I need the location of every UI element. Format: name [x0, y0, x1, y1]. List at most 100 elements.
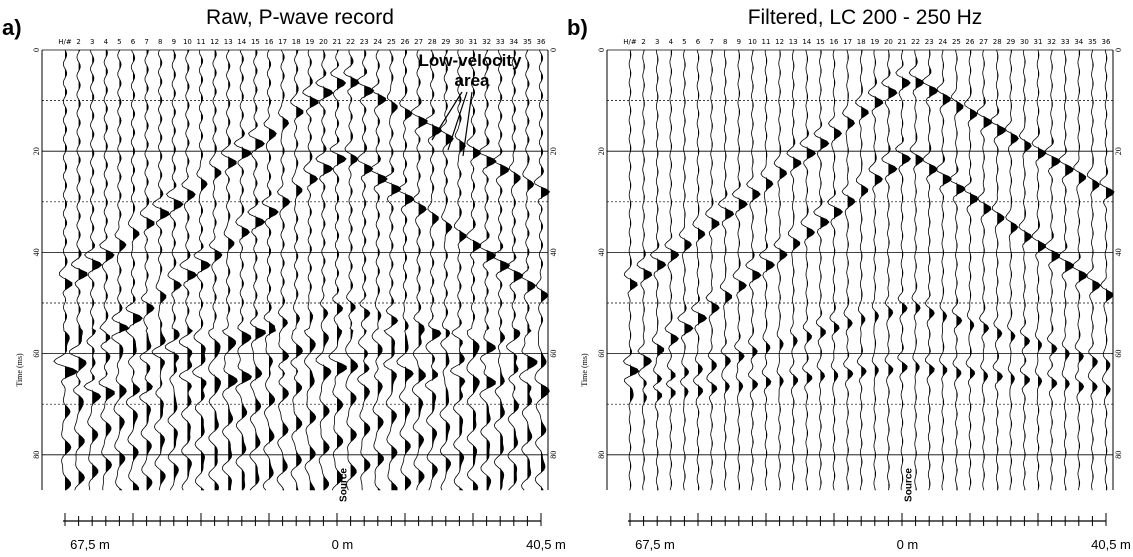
trace-label: 13: [224, 38, 233, 46]
trace: [799, 49, 816, 491]
trace-label: 32: [482, 38, 491, 46]
trace-label: 33: [496, 38, 505, 46]
trace-label: 30: [1020, 38, 1029, 46]
trace: [68, 49, 88, 491]
trace: [922, 49, 939, 491]
trace-label: 9: [737, 38, 741, 46]
trace: [826, 49, 844, 491]
distance-label: 40,5 m: [526, 537, 566, 552]
time-tick-label: 20: [597, 147, 606, 155]
trace: [98, 49, 115, 491]
distance-label: 0 m: [332, 537, 354, 552]
trace: [466, 49, 482, 491]
trace: [164, 49, 184, 491]
trace: [424, 49, 443, 491]
trace: [192, 49, 211, 491]
trace-label: 34: [509, 38, 518, 46]
time-tick-label: 80: [549, 451, 558, 459]
trace-fill: [160, 50, 170, 491]
time-tick-label: 20: [549, 147, 558, 155]
distance-label: 67,5 m: [70, 537, 110, 552]
trace-label: 20: [319, 38, 328, 46]
panel-title: Filtered, LC 200 - 250 Hz: [748, 6, 983, 29]
time-tick-label: 0: [32, 48, 41, 52]
trace-fill: [670, 50, 679, 491]
time-axis-label: Time (ms): [15, 353, 24, 387]
time-tick-label: 60: [1114, 350, 1123, 358]
trace-label: 35: [1088, 38, 1097, 46]
trace-label: 20: [884, 38, 893, 46]
trace: [895, 49, 912, 491]
trace-fill: [738, 50, 748, 491]
trace: [1004, 49, 1019, 491]
time-tick-label: 40: [597, 248, 606, 256]
trace: [1018, 49, 1033, 491]
time-tick-label: 60: [597, 350, 606, 358]
trace: [492, 49, 511, 491]
trace-label: 18: [857, 38, 866, 46]
trace-fill: [500, 50, 510, 491]
distance-label: 0 m: [897, 537, 919, 552]
trace-label: 24: [938, 38, 947, 46]
trace-label: 27: [979, 38, 988, 46]
trace: [233, 49, 252, 491]
time-tick-label: 40: [1114, 248, 1123, 256]
trace-label: 36: [537, 38, 546, 46]
trace: [506, 49, 524, 491]
trace: [1072, 49, 1088, 491]
trace-label: 28: [993, 38, 1002, 46]
trace: [247, 49, 266, 491]
trace: [881, 49, 898, 491]
trace-fill: [405, 50, 414, 491]
trace-label: 21: [333, 38, 342, 46]
source-label: Source: [903, 468, 914, 502]
trace-fill: [445, 50, 454, 491]
trace: [664, 49, 680, 491]
trace-label: 3: [655, 38, 659, 46]
trace-fill: [820, 50, 829, 491]
panel-title: Raw, P-wave record: [206, 6, 394, 29]
trace-label: 15: [816, 38, 825, 46]
trace-fill: [847, 50, 856, 491]
trace-label: 7: [709, 38, 713, 46]
trace-label: H/#: [623, 38, 637, 46]
trace-fill: [779, 50, 788, 491]
trace-fill: [146, 50, 155, 491]
trace-label: 22: [346, 38, 355, 46]
trace-fill: [725, 50, 734, 491]
trace: [411, 49, 428, 491]
trace-fill: [1010, 50, 1019, 491]
trace-label: 26: [966, 38, 975, 46]
trace-label: 11: [762, 38, 771, 46]
trace-fill: [418, 50, 428, 491]
time-tick-label: 60: [32, 350, 41, 358]
trace: [533, 49, 551, 491]
annotation: area: [455, 71, 491, 90]
trace-label: 6: [696, 38, 701, 46]
trace: [841, 49, 856, 491]
trace-label: 11: [197, 38, 206, 46]
trace-fill: [942, 50, 952, 491]
time-tick-label: 80: [597, 451, 606, 459]
trace-label: 31: [1034, 38, 1043, 46]
trace-fill: [255, 50, 266, 491]
trace: [1031, 49, 1047, 491]
time-axis-label: Time (ms): [580, 353, 589, 387]
trace-fill: [282, 50, 290, 491]
trace-label: 25: [387, 38, 396, 46]
trace-label: 15: [251, 38, 260, 46]
trace-fill: [888, 50, 897, 491]
trace-fill: [956, 50, 966, 491]
trace-fill: [323, 50, 333, 491]
trace: [111, 49, 130, 491]
trace: [690, 49, 708, 491]
trace: [315, 49, 334, 491]
trace: [813, 49, 830, 491]
trace: [758, 49, 776, 491]
trace-fill: [752, 50, 761, 491]
trace-fill: [766, 50, 775, 491]
trace-fill: [309, 50, 319, 491]
trace: [1086, 49, 1101, 491]
trace-fill: [201, 50, 211, 491]
